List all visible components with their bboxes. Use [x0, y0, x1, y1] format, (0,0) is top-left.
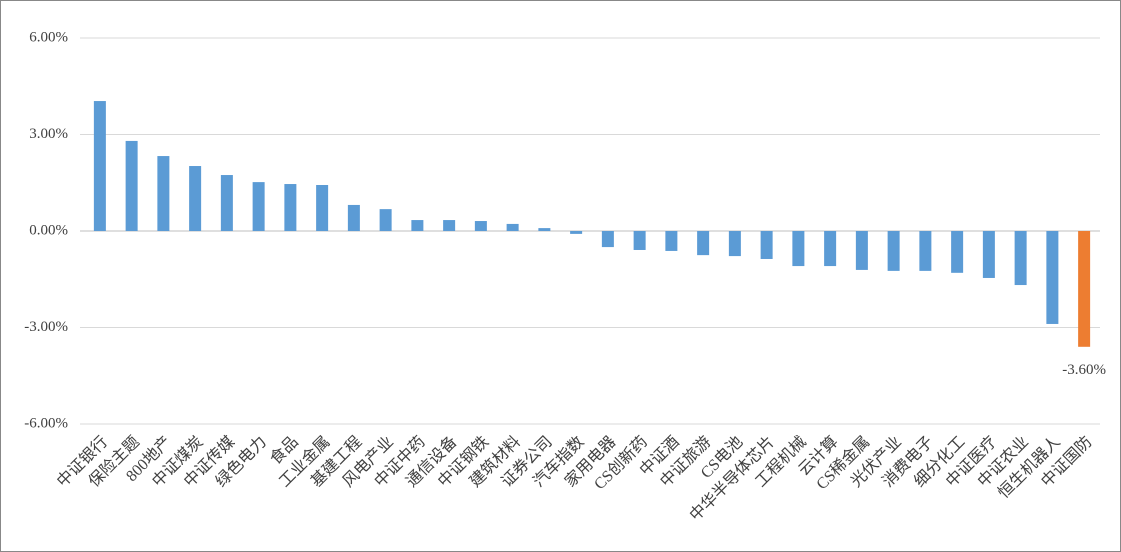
- y-tick-label: 0.00%: [29, 222, 68, 238]
- bar: [316, 185, 329, 231]
- bar: [220, 175, 233, 231]
- bar: [570, 231, 583, 234]
- bar: [157, 156, 170, 231]
- bar: [189, 166, 202, 231]
- bar: [887, 231, 900, 271]
- bar: [601, 231, 614, 248]
- bar: [1014, 231, 1027, 286]
- bar: [728, 231, 741, 257]
- bar: [665, 231, 678, 251]
- bar: [633, 231, 646, 250]
- data-label: -3.60%: [1062, 362, 1106, 378]
- bar: [506, 223, 519, 231]
- bar: [792, 231, 805, 267]
- bar: [697, 231, 710, 256]
- bar: [951, 231, 964, 273]
- bar: [982, 231, 995, 278]
- y-tick-label: -3.00%: [24, 319, 68, 335]
- bar: [1046, 231, 1059, 324]
- bar: [824, 231, 837, 267]
- bar: [379, 209, 392, 231]
- bar: [411, 220, 424, 231]
- bar: [284, 184, 297, 231]
- y-tick-label: 3.00%: [29, 126, 68, 142]
- bar: [125, 140, 138, 231]
- y-tick-label: 6.00%: [29, 29, 68, 45]
- bar: [474, 221, 487, 231]
- bar: [919, 231, 932, 271]
- bar: [538, 228, 551, 231]
- bar: [855, 231, 868, 270]
- bar: [443, 220, 456, 231]
- bar: [1078, 231, 1091, 347]
- bar: [93, 101, 106, 232]
- bar: [760, 231, 773, 259]
- bar: [252, 182, 265, 231]
- y-tick-label: -6.00%: [24, 415, 68, 431]
- bar: [347, 204, 360, 231]
